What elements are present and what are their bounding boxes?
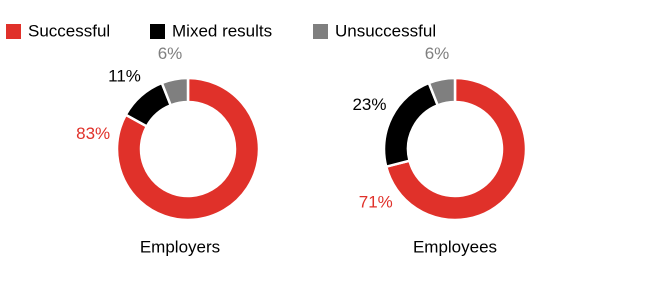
legend-swatch <box>313 24 328 39</box>
data-label: 83% <box>76 124 110 143</box>
data-label: 71% <box>359 193 393 212</box>
data-label: 6% <box>158 44 183 63</box>
legend-label: Mixed results <box>172 21 272 40</box>
chart-title: Employers <box>140 237 220 256</box>
legend-swatch <box>150 24 165 39</box>
legend-swatch <box>6 24 21 39</box>
donut-segment <box>427 76 457 107</box>
data-label: 6% <box>425 44 450 63</box>
donut-segment <box>160 76 190 107</box>
legend-label: Successful <box>28 21 110 40</box>
data-label: 11% <box>108 66 141 85</box>
legend-label: Unsuccessful <box>335 21 436 40</box>
donut-segment <box>382 81 440 169</box>
chart-title: Employees <box>413 237 497 256</box>
donut-segment <box>115 76 261 222</box>
donut-segment <box>384 76 528 222</box>
data-label: 23% <box>352 95 386 114</box>
